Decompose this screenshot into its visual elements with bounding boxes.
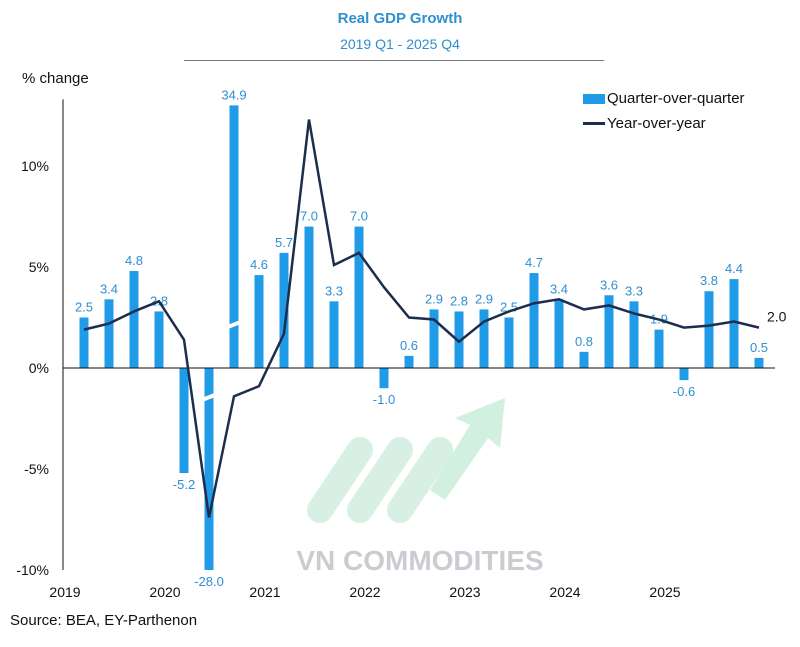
- yoy-line: [83, 119, 760, 518]
- watermark-stroke: [307, 437, 373, 523]
- bar-data-label: 0.5: [750, 340, 768, 355]
- bar-2020-Q1: [179, 368, 189, 474]
- bar-data-label: 4.7: [525, 255, 543, 270]
- bar-2019-Q2: [104, 299, 114, 368]
- x-tick-label: 2022: [349, 584, 380, 600]
- bar-data-label: 2.8: [450, 293, 468, 308]
- watermark-stroke: [347, 437, 413, 523]
- chart-subtitle: 2019 Q1 - 2025 Q4: [340, 36, 460, 52]
- bar-2024-Q3: [629, 301, 639, 368]
- bar-2022-Q3: [429, 309, 439, 368]
- bar-2023-Q3: [529, 273, 539, 368]
- yoy-end-label: 2.0: [767, 309, 787, 325]
- bar-data-label: -5.2: [173, 477, 195, 492]
- bar-2021-Q3: [329, 301, 339, 368]
- bar-2021-Q2: [304, 226, 314, 368]
- y-tick-label: -5%: [24, 461, 49, 477]
- y-tick-label: 10%: [21, 158, 49, 174]
- bar-2023-Q2: [504, 317, 514, 368]
- bar-data-label: 3.4: [550, 281, 568, 296]
- y-tick-label: 0%: [29, 360, 49, 376]
- bar-2020-Q4: [254, 275, 264, 368]
- bar-2022-Q4: [454, 311, 464, 368]
- legend-swatch-line: [583, 122, 605, 125]
- legend-label-yoy: Year-over-year: [607, 115, 706, 132]
- bar-2019-Q4: [154, 311, 164, 368]
- watermark: [307, 437, 453, 523]
- bar-2024-Q1: [579, 351, 589, 368]
- chart-title: Real GDP Growth: [337, 10, 463, 27]
- bar-2021-Q4: [354, 226, 364, 368]
- bar-2024-Q2: [604, 295, 614, 368]
- bar-data-label: 3.3: [625, 283, 643, 298]
- bar-data-label: 3.4: [100, 281, 118, 296]
- legend-item-yoy: Year-over-year: [583, 111, 745, 136]
- bar-data-label: 34.9: [221, 87, 246, 102]
- y-axis-label: % change: [22, 70, 89, 87]
- bar-data-label: 5.7: [275, 235, 293, 250]
- bar-2023-Q1: [479, 309, 489, 368]
- bar-2021-Q1: [279, 252, 289, 368]
- bar-2025-Q1: [679, 368, 689, 381]
- bar-data-label: 2.9: [475, 291, 493, 306]
- x-tick-label: 2019: [49, 584, 80, 600]
- bar-data-label: 4.6: [250, 257, 268, 272]
- x-tick-label: 2021: [249, 584, 280, 600]
- watermark-text: VN COMMODITIES: [296, 545, 543, 576]
- legend-swatch-bar: [583, 93, 605, 104]
- y-tick-label: 5%: [29, 259, 49, 275]
- bar-2020-Q3: [229, 105, 239, 369]
- bar-data-label: 2.9: [425, 291, 443, 306]
- x-tick-label: 2020: [149, 584, 180, 600]
- y-tick-label: -10%: [16, 562, 49, 578]
- bar-data-label: -28.0: [194, 574, 224, 589]
- x-tick-label: 2025: [649, 584, 680, 600]
- bar-data-label: 4.4: [725, 261, 743, 276]
- bar-2023-Q4: [554, 299, 564, 368]
- bar-data-label: 3.8: [700, 273, 718, 288]
- bar-2025-Q2: [704, 291, 714, 368]
- bar-data-label: -1.0: [373, 392, 395, 407]
- bar-2024-Q4: [654, 329, 664, 368]
- title-divider: [184, 60, 604, 61]
- bar-data-label: 0.8: [575, 334, 593, 349]
- bar-data-label: 7.0: [300, 209, 318, 224]
- bar-2025-Q3: [729, 279, 739, 368]
- x-tick-label: 2023: [449, 584, 480, 600]
- watermark-arrow: [430, 398, 505, 500]
- bar-data-label: 3.3: [325, 283, 343, 298]
- bar-data-label: 7.0: [350, 209, 368, 224]
- watermark-stroke: [387, 437, 453, 523]
- axis-break-mark: [200, 392, 218, 403]
- bar-data-label: 2.5: [75, 300, 93, 315]
- bar-2025-Q4: [754, 357, 764, 368]
- bar-2020-Q2: [204, 368, 214, 570]
- axis-break-mark: [225, 319, 243, 330]
- legend-label-qoq: Quarter-over-quarter: [607, 90, 745, 107]
- bar-data-label: -0.6: [673, 384, 695, 399]
- bar-2019-Q3: [129, 271, 139, 368]
- bar-data-label: 3.6: [600, 277, 618, 292]
- legend-item-qoq: Quarter-over-quarter: [583, 86, 745, 111]
- bar-data-label: 0.6: [400, 338, 418, 353]
- bar-2022-Q2: [404, 355, 414, 368]
- legend: Quarter-over-quarter Year-over-year: [583, 86, 745, 136]
- bar-data-label: 4.8: [125, 253, 143, 268]
- bar-2022-Q1: [379, 368, 389, 389]
- source-note: Source: BEA, EY-Parthenon: [10, 612, 198, 629]
- x-tick-label: 2024: [549, 584, 580, 600]
- bar-2019-Q1: [79, 317, 89, 368]
